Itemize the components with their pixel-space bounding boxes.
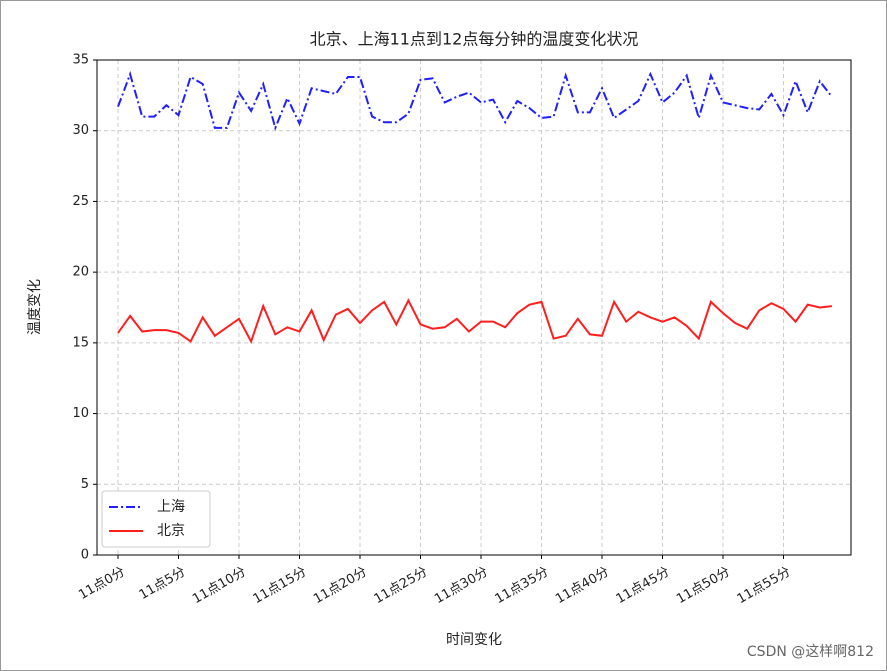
plot-border [96, 59, 852, 556]
y-tick-label: 20 [72, 265, 89, 280]
x-axis-label: 时间变化 [446, 632, 502, 648]
y-tick-label: 30 [72, 123, 89, 138]
y-tick-label: 0 [81, 548, 89, 563]
line-series [117, 298, 833, 344]
y-tick-label: 15 [72, 335, 89, 350]
legend-label: 北京 [157, 523, 185, 539]
line-series [117, 70, 833, 131]
y-tick-label: 10 [72, 406, 89, 421]
y-axis-label: 温度变化 [27, 279, 43, 335]
legend-label: 上海 [157, 499, 185, 515]
legend-box [101, 490, 211, 548]
y-tick-label: 25 [72, 194, 89, 209]
y-tick-label: 35 [72, 53, 89, 68]
watermark: CSDN @这样啊812 [747, 643, 874, 660]
chart-title: 北京、上海11点到12点每分钟的温度变化状况 [310, 30, 639, 49]
y-tick-label: 5 [81, 477, 89, 492]
